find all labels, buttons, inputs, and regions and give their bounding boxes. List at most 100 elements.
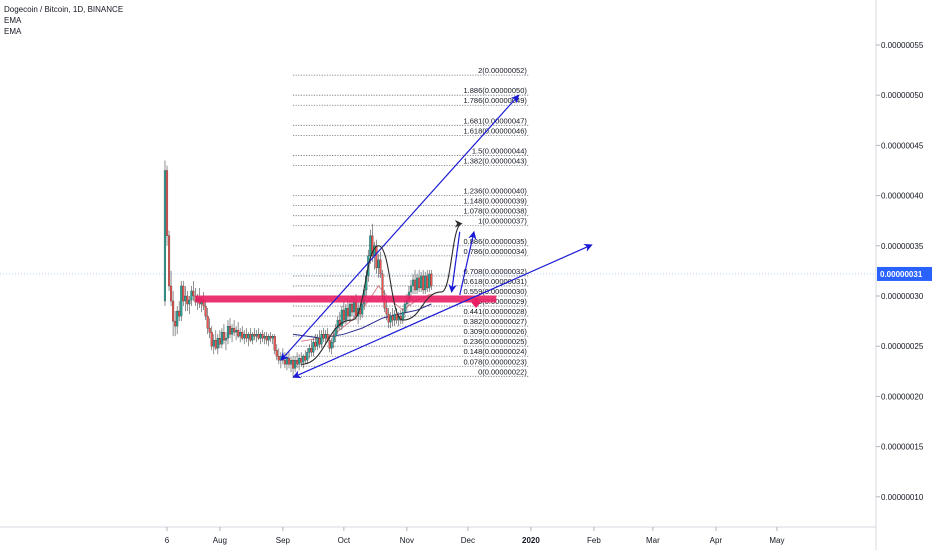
candle-body (237, 329, 240, 337)
candle-body (411, 279, 415, 287)
candle-body (287, 358, 291, 365)
candle-body (239, 331, 242, 337)
y-tick-label: 0.00000015 (881, 443, 924, 452)
candle-body (273, 336, 276, 351)
x-tick-label: 6 (165, 536, 170, 545)
candle (206, 308, 209, 335)
candle-body (271, 336, 274, 339)
fib-level-label: 1.5(0.00000044) (472, 146, 528, 155)
candle (210, 326, 213, 351)
candle (190, 285, 193, 307)
indicator-ema-1[interactable]: EMA (4, 16, 22, 25)
candle-body (222, 331, 225, 341)
candle-body (393, 313, 396, 321)
trend-arrow-line (292, 244, 593, 379)
x-tick-label: Nov (400, 536, 414, 545)
candle-body (332, 336, 335, 343)
candle-body (312, 342, 315, 353)
candle-body (308, 348, 311, 353)
candle-body (163, 170, 167, 302)
candle-body (172, 300, 175, 322)
candle-body (300, 358, 303, 363)
candle (228, 318, 232, 339)
candle (192, 280, 195, 302)
candle (165, 165, 169, 246)
candle-body (277, 356, 280, 361)
candle-body (379, 259, 382, 275)
candle-body (220, 331, 223, 345)
candle-body (330, 342, 333, 349)
time-axis[interactable]: 6 Aug Sep Oct Nov Dec 2020 Feb Mar Apr May (165, 527, 785, 545)
price-axis[interactable]: 0.00000010 0.00000015 0.00000020 0.00000025… (876, 41, 924, 502)
candle (233, 320, 236, 337)
fib-level-label: 2(0.00000052) (478, 66, 527, 75)
candle (204, 300, 207, 321)
candle (277, 348, 280, 365)
candle-body (259, 334, 262, 339)
fib-level-label: 0.708(0.00000032) (463, 267, 527, 276)
candle-body (296, 360, 299, 365)
y-tick-label: 0.00000030 (881, 292, 924, 301)
candle-body (381, 273, 384, 297)
candle (259, 332, 262, 345)
candle-body (174, 320, 177, 327)
candle-body (245, 334, 248, 339)
support-zone[interactable] (195, 295, 497, 303)
candle-body (324, 334, 327, 339)
candle-body (416, 277, 419, 291)
candle-body (342, 309, 345, 321)
candle-body (212, 340, 215, 347)
projection-curve (301, 219, 463, 365)
candle (265, 332, 268, 345)
candle-body (361, 303, 364, 315)
candle (237, 322, 240, 339)
x-tick-label: Oct (338, 536, 351, 545)
candle-body (320, 334, 323, 345)
fib-level-label: 0(0.00000022) (478, 367, 527, 376)
candle (247, 332, 250, 347)
y-tick-label: 0.00000050 (881, 91, 924, 100)
candle-body (186, 295, 189, 305)
trend-drawings[interactable] (280, 94, 593, 379)
fib-level-label: 1.786(0.00000049) (463, 96, 527, 105)
fib-level-label: 0.786(0.00000034) (463, 247, 527, 256)
candle-body (208, 327, 211, 333)
candle (216, 334, 219, 355)
fib-level-label: 1.618(0.00000046) (463, 126, 527, 135)
candle (257, 328, 260, 341)
candle-body (426, 275, 429, 289)
candle-body (165, 170, 169, 236)
candle-body (430, 273, 433, 287)
candle (188, 296, 191, 315)
candle-body (424, 275, 427, 291)
candle-body (257, 334, 260, 339)
candle-body (318, 338, 321, 345)
symbol-title[interactable]: Dogecoin / Bitcoin, 1D, BINANCE (4, 5, 124, 14)
candle-body (428, 273, 431, 289)
candle-body (180, 285, 183, 317)
candle (231, 324, 234, 343)
candle-body (251, 334, 254, 341)
chart-legend: Dogecoin / Bitcoin, 1D, BINANCE EMA EMA (4, 4, 123, 37)
indicator-ema-2[interactable]: EMA (4, 27, 22, 36)
candle-body (391, 315, 394, 321)
candle (212, 334, 215, 355)
candle-body (348, 303, 352, 317)
candle-body (377, 259, 380, 269)
fib-level-label: 1.148(0.00000039) (463, 197, 527, 206)
candle-body (344, 307, 347, 321)
fib-level-label: 0.441(0.00000028) (463, 307, 527, 316)
candle-body (369, 235, 372, 256)
candle (261, 330, 264, 343)
candle (218, 330, 221, 349)
candle (275, 344, 278, 361)
candle (208, 318, 211, 339)
candle (255, 330, 258, 343)
candle-body (170, 285, 173, 302)
fib-level-label: 0.309(0.00000026) (463, 327, 527, 336)
candle-body (218, 338, 221, 345)
candle (174, 311, 177, 337)
candle-body (206, 315, 209, 329)
candle (167, 230, 171, 291)
